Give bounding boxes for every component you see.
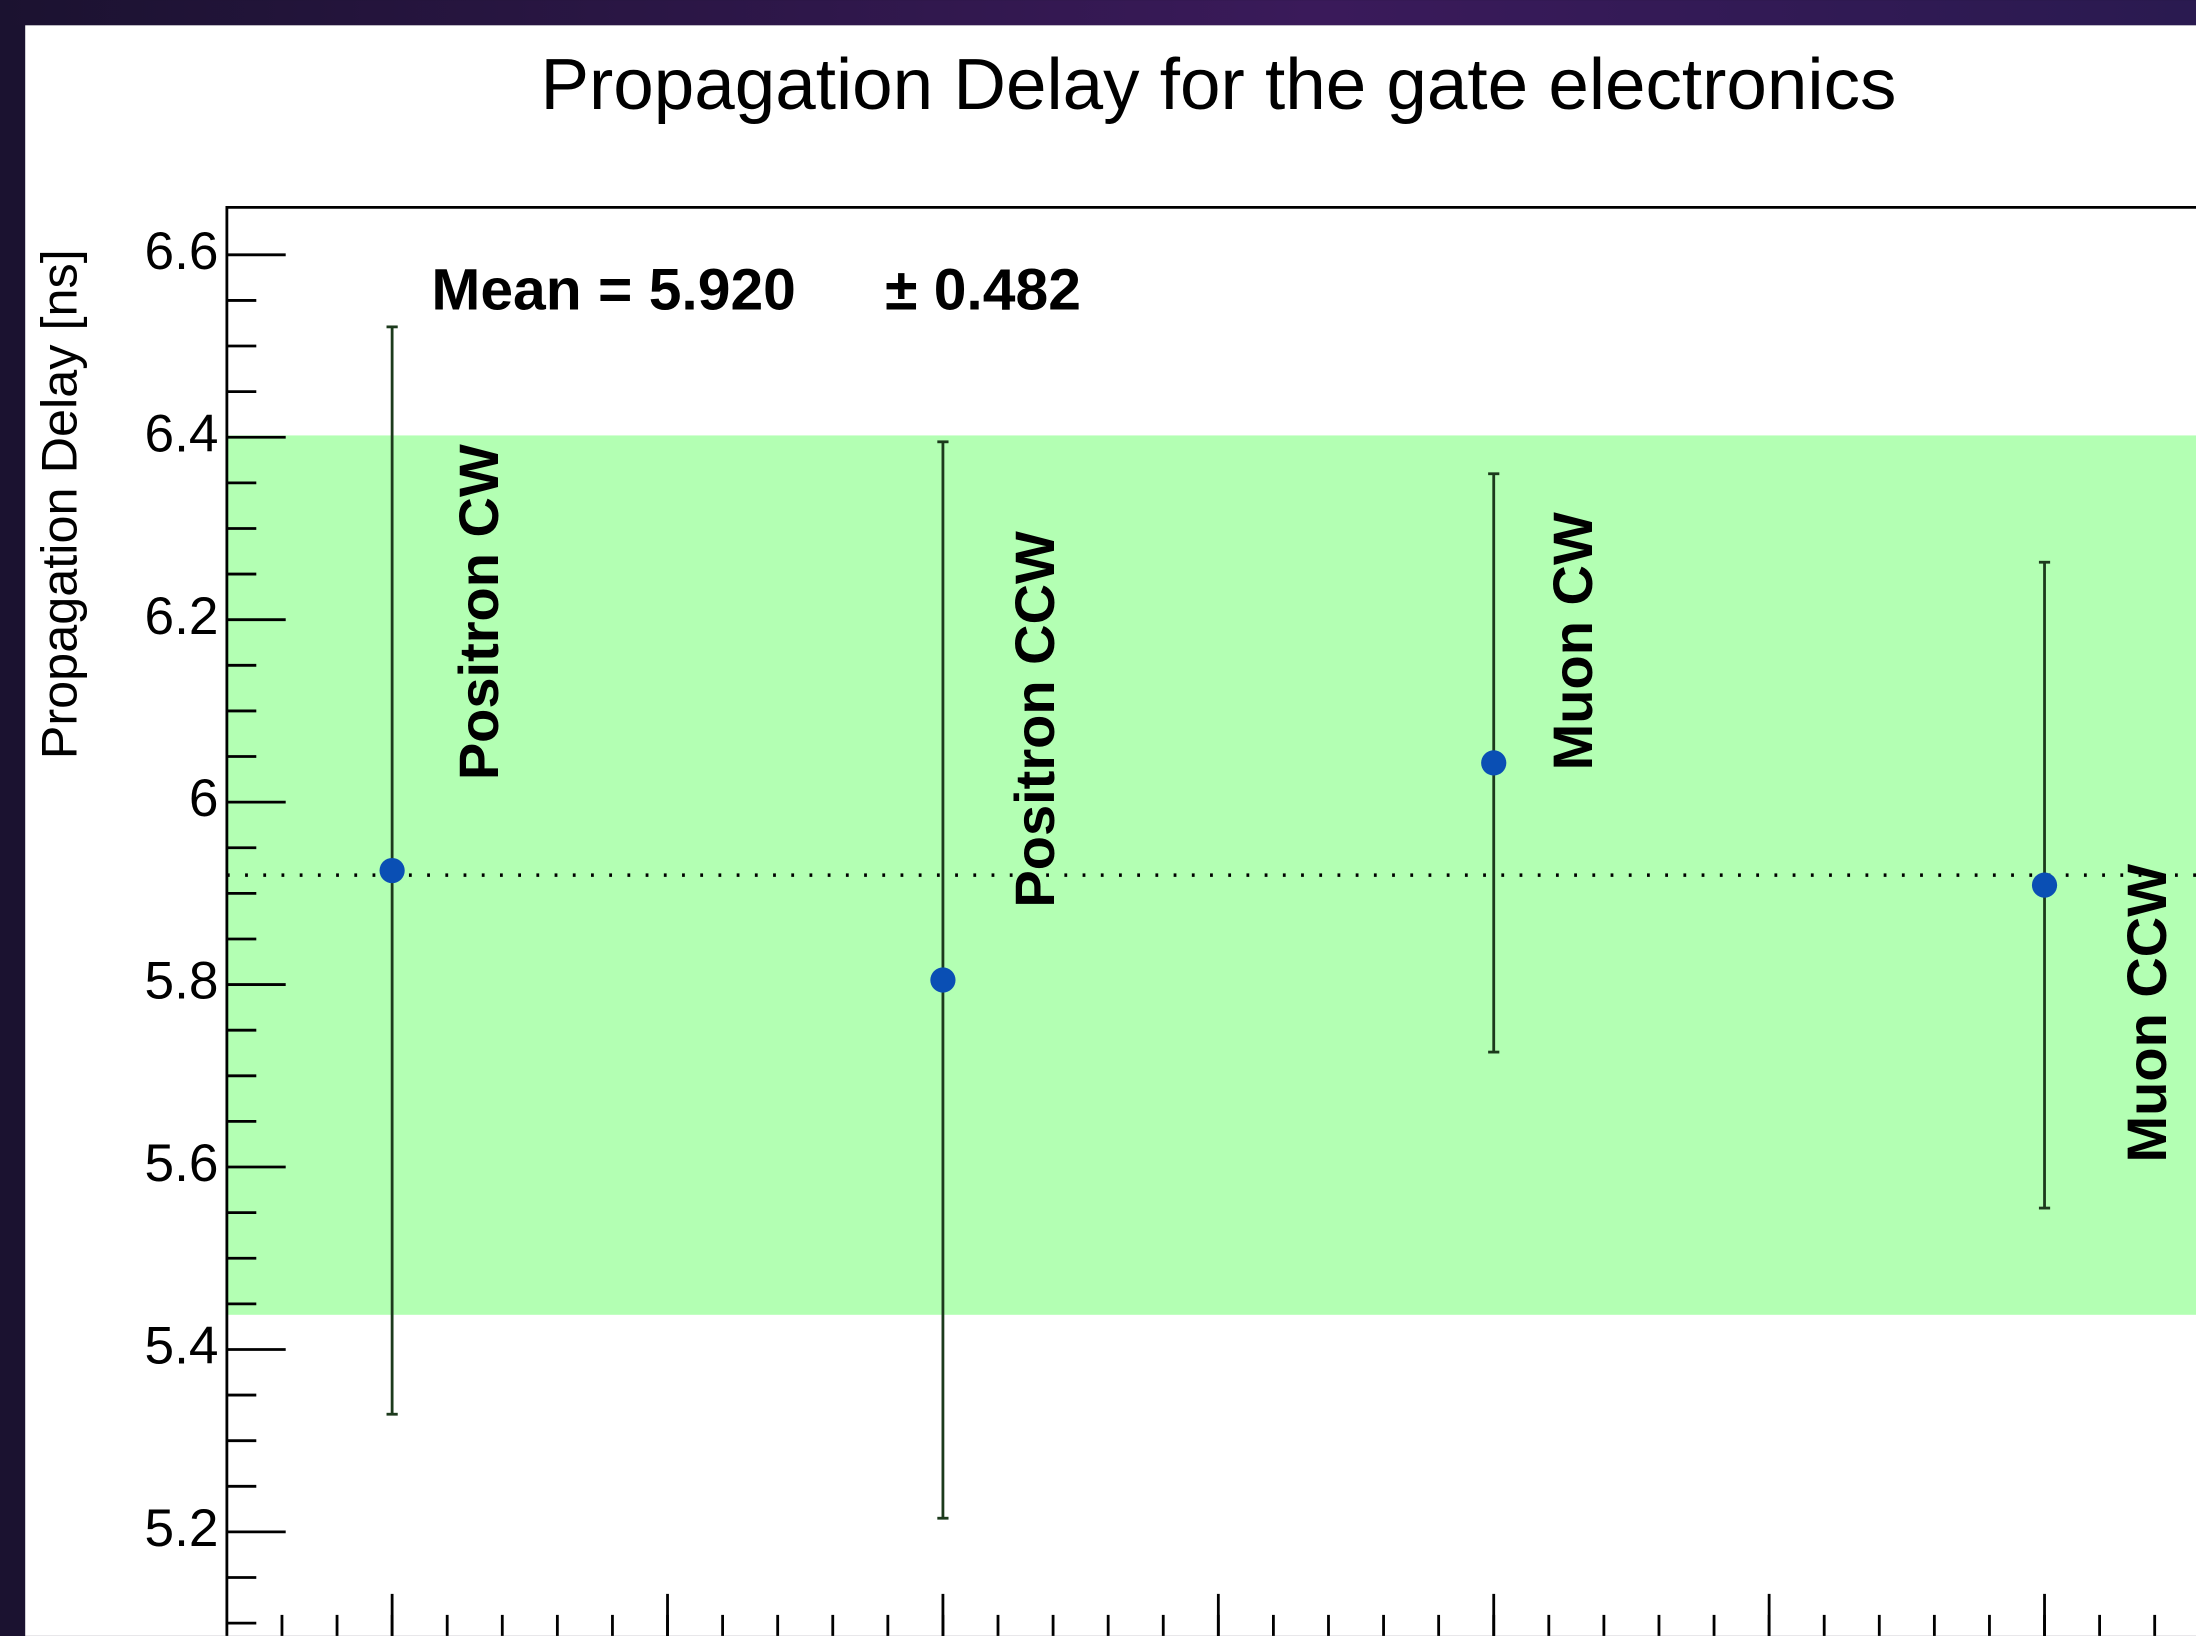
- y-tick-label: 6.6: [145, 222, 219, 281]
- data-point: [1481, 750, 1507, 776]
- mean-annotation: Mean = 5.920: [431, 258, 796, 323]
- plot-frame: [225, 205, 2196, 1636]
- window-frame: [0, 0, 2196, 26]
- y-tick-label: 5.2: [145, 1499, 219, 1558]
- y-tick-label: 6: [189, 769, 219, 828]
- y-tick-label: 5.4: [145, 1317, 219, 1376]
- data-point: [2031, 872, 2058, 898]
- y-tick-label: 5.8: [145, 952, 219, 1011]
- y-axis-title: Propagation Delay [ns]: [30, 249, 87, 759]
- point-label: Muon CW: [1541, 512, 1604, 770]
- y-tick-label: 6.2: [145, 587, 219, 646]
- point-label: Muon CCW: [2115, 864, 2178, 1163]
- y-tick-label: 5.6: [145, 1134, 219, 1193]
- data-point: [930, 967, 956, 993]
- point-label: Positron CW: [447, 444, 510, 780]
- data-point: [379, 857, 405, 884]
- chart-title: Propagation Delay for the gate electroni…: [540, 44, 1896, 125]
- point-label: Positron CCW: [1003, 531, 1066, 908]
- y-tick-label: 6.4: [145, 404, 219, 463]
- sigma-annotation: ± 0.482: [885, 258, 1081, 323]
